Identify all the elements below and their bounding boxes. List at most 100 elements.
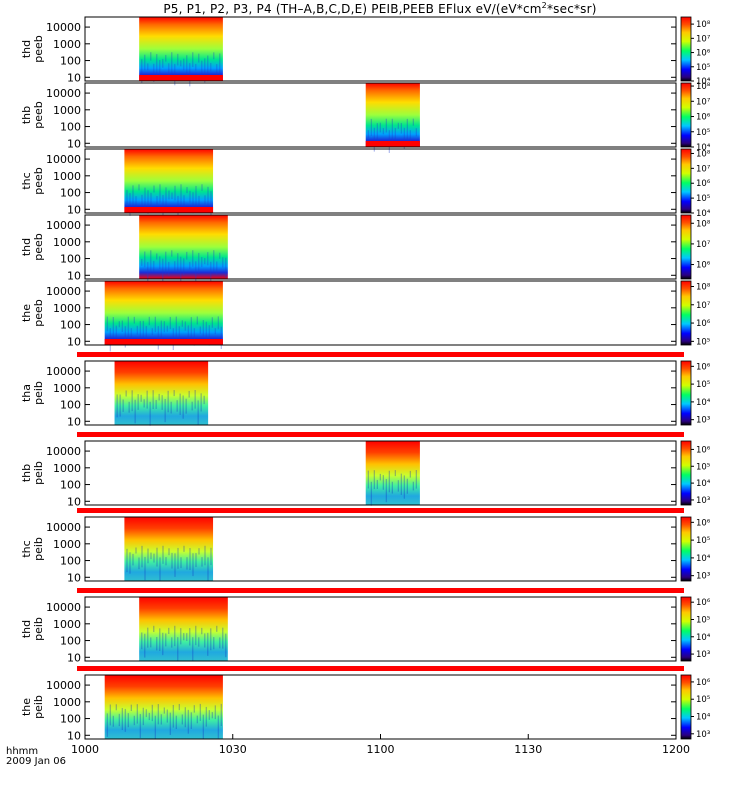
y-tick-label: 10000	[46, 153, 81, 166]
spectrogram-texture	[135, 547, 137, 554]
panel-frame	[84, 148, 677, 214]
spectrogram-texture	[121, 708, 123, 730]
spectrogram-texture	[127, 316, 129, 341]
spectrogram-texture	[220, 703, 222, 726]
colorbar-tick-label: 10⁸	[696, 219, 711, 229]
y-tick-label: 10000	[46, 285, 81, 298]
spectrogram-texture	[118, 321, 120, 328]
spectrogram-texture	[190, 712, 192, 729]
saturation-band	[77, 432, 684, 437]
panel-frame	[84, 82, 677, 148]
panel-label: thepeib	[20, 695, 45, 719]
spectrogram-texture	[373, 127, 375, 152]
y-tick-label: 10	[67, 335, 81, 348]
spectrogram-texture	[174, 553, 176, 577]
spectrogram-texture	[186, 251, 188, 260]
spectrogram-texture	[154, 316, 156, 333]
spectrogram-texture	[156, 54, 158, 79]
colorbar-tick-label: 10⁵	[696, 128, 710, 138]
spectrogram-texture	[177, 253, 179, 273]
colorbar-tick-label: 10⁷	[696, 301, 711, 311]
spectrogram-texture	[124, 326, 126, 348]
spectrogram-texture	[183, 195, 185, 207]
spectrogram-texture	[171, 52, 173, 76]
spectrogram-texture	[196, 316, 198, 325]
saturation-band	[77, 666, 684, 671]
spectrogram-texture	[147, 548, 149, 564]
spectrogram-texture	[183, 258, 185, 276]
y-tick-label: 100	[60, 187, 81, 200]
spectrogram-texture	[225, 633, 227, 658]
spectrogram-texture	[391, 118, 393, 141]
spectrogram-texture	[201, 557, 203, 567]
panel-label: thepeeb	[20, 299, 45, 327]
spectrogram-texture	[217, 715, 219, 739]
colorbar-tick-label: 10⁵	[696, 337, 710, 347]
spectrogram-texture	[169, 712, 171, 735]
spectrogram-block	[124, 517, 214, 581]
spectrogram-texture	[168, 548, 170, 556]
spectrogram-texture	[162, 632, 164, 656]
spectrogram-texture	[391, 481, 393, 494]
spectrogram-texture	[121, 320, 123, 333]
spectrogram-texture	[185, 398, 187, 414]
spectrogram-texture	[168, 627, 170, 634]
colorbar-tick-label: 10⁷	[696, 34, 711, 44]
spectrogram-texture	[138, 557, 140, 570]
spectrogram-texture	[147, 190, 149, 214]
spectrogram-block	[114, 361, 209, 425]
spectrogram-texture	[189, 63, 191, 87]
spectrogram-texture	[133, 316, 135, 324]
spectrogram-texture	[207, 186, 209, 206]
spectrogram-texture	[219, 637, 221, 649]
spectrogram-block	[139, 17, 223, 81]
spectrogram-texture	[144, 633, 146, 658]
spectrogram-texture	[379, 122, 381, 133]
colorbar-tick-label: 10⁶	[696, 678, 711, 688]
colorbar	[680, 214, 692, 280]
colorbar-tick-label: 10⁸	[696, 20, 711, 30]
y-tick-label: 10	[67, 495, 81, 508]
colorbar-tick-label: 10⁷	[696, 97, 711, 107]
spectrogram-texture	[147, 262, 149, 286]
spectrogram-texture	[106, 316, 108, 332]
spectrogram-texture	[195, 625, 197, 646]
spectrogram-texture	[210, 261, 212, 285]
spectrogram-texture	[196, 715, 198, 724]
y-tick-label: 100	[60, 555, 81, 568]
spectrogram-texture	[210, 628, 212, 651]
spectrogram-texture	[126, 548, 128, 573]
spectrogram-texture	[177, 53, 179, 66]
spectrogram-texture	[172, 704, 174, 728]
spectrogram-texture	[144, 556, 146, 581]
spectrogram-texture	[201, 256, 203, 268]
y-tick-label: 1000	[53, 236, 81, 249]
colorbar-tick-label: 10³	[696, 496, 710, 506]
spectrogram-texture	[222, 257, 224, 268]
spectrogram-texture	[204, 633, 206, 648]
spectrogram-texture	[151, 704, 153, 722]
spectrogram-texture	[167, 390, 169, 413]
y-tick-label: 1000	[53, 618, 81, 631]
spectrogram-texture	[184, 707, 186, 728]
spectrogram-texture	[191, 401, 193, 411]
spectrogram-texture	[163, 707, 165, 714]
spectrogram-texture	[171, 637, 173, 648]
spectrogram-texture	[370, 481, 372, 506]
spectrogram-texture	[400, 122, 402, 134]
spectrogram-texture	[171, 552, 173, 569]
spectrogram-texture	[128, 401, 130, 413]
y-tick-label: 100	[60, 635, 81, 648]
spectrogram-texture	[367, 470, 369, 489]
spectrogram-texture	[175, 715, 177, 730]
saturation-band	[104, 339, 223, 345]
spectrogram-texture	[207, 557, 209, 582]
spectrogram-texture	[133, 715, 135, 726]
spectrogram-texture	[139, 714, 141, 738]
spectrogram-texture	[180, 557, 182, 569]
spectrogram-texture	[171, 250, 173, 257]
spectrogram-texture	[189, 628, 191, 646]
spectrogram-texture	[208, 710, 210, 720]
